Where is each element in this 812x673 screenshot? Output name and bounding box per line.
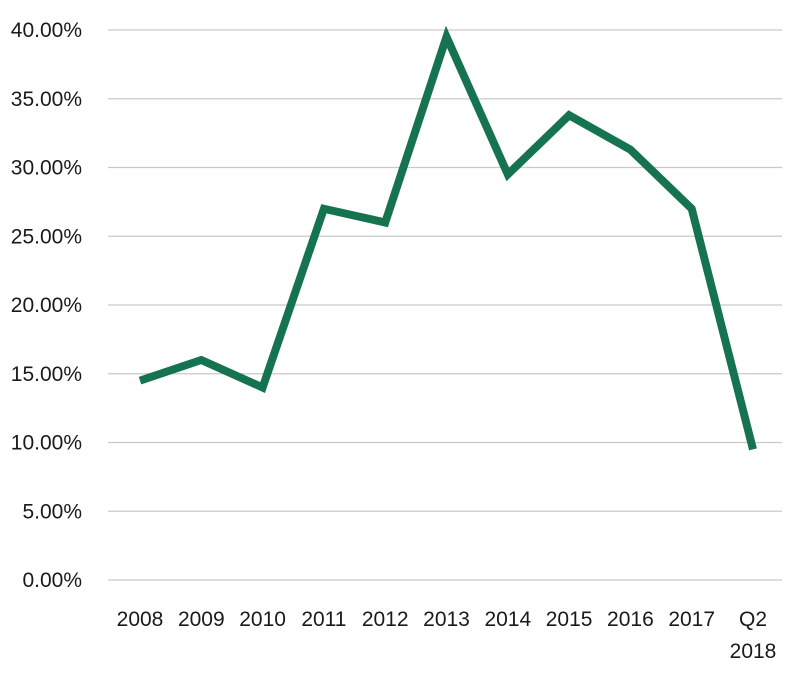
x-tick-label: 2011 — [301, 608, 346, 631]
series-layer — [138, 25, 757, 451]
y-tick-label: 20.00% — [11, 294, 82, 317]
x-tick-label: 2016 — [607, 608, 654, 631]
x-tick-label-line: 2018 — [730, 640, 777, 663]
y-tick-label: 30.00% — [11, 157, 82, 180]
y-tick-label: 15.00% — [11, 363, 82, 386]
y-tick-label: 5.00% — [22, 500, 82, 523]
y-tick-label: 40.00% — [11, 19, 82, 42]
x-tick-label-line: 2010 — [239, 608, 286, 631]
x-tick-label-line: 2016 — [607, 608, 654, 631]
x-tick-label-line: Q2 — [739, 608, 767, 631]
x-tick-label-line: 2014 — [484, 608, 531, 631]
x-tick-label-line: 2009 — [178, 608, 225, 631]
y-tick-label: 35.00% — [11, 88, 82, 111]
x-tick-label-line: 2012 — [362, 608, 409, 631]
x-tick-label: 2012 — [362, 608, 409, 631]
x-tick-label: 2017 — [668, 608, 715, 631]
y-tick-label: 0.00% — [22, 569, 82, 592]
y-tick-label: 25.00% — [11, 225, 82, 248]
gridlines — [108, 29, 782, 581]
x-tick-label: 2009 — [178, 608, 225, 631]
x-tick-label: Q2 2018 — [730, 608, 777, 663]
x-tick-label: 2010 — [239, 608, 286, 631]
x-tick-label: 2008 — [117, 608, 164, 631]
x-tick-label: 2015 — [546, 608, 593, 631]
x-tick-label-line: 2015 — [546, 608, 593, 631]
x-tick-label-line: 2008 — [117, 608, 164, 631]
x-axis-tick-labels: 2008 2009 2010 2011 2012 2013 2014 2015 2016 2017… — [117, 608, 777, 663]
x-tick-label: 2014 — [484, 608, 531, 631]
x-tick-label: 2013 — [423, 608, 470, 631]
y-axis-tick-labels: 0.00% 5.00% 10.00% 15.00% 20.00% 25.00% 30.00%… — [11, 19, 82, 592]
x-tick-label-line: 2017 — [668, 608, 715, 631]
x-tick-label-line: 2011 — [301, 608, 346, 631]
x-tick-label-line: 2013 — [423, 608, 470, 631]
y-tick-label: 10.00% — [11, 432, 82, 455]
